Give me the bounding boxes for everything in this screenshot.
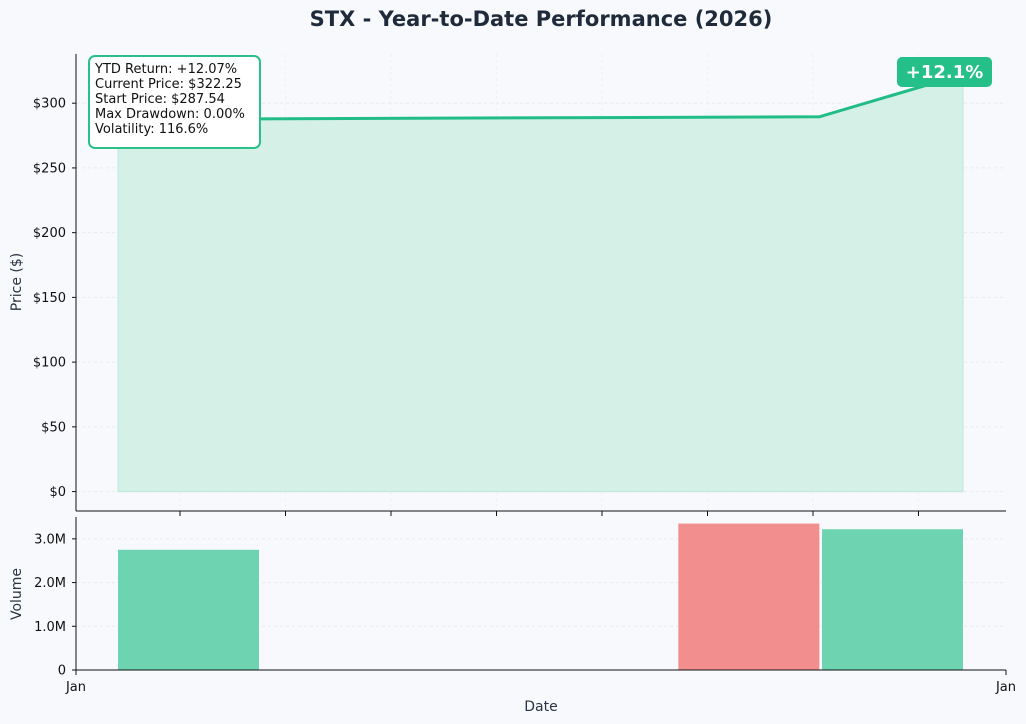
current-price-stat: Current Price: $322.25 bbox=[95, 77, 242, 92]
x-axis-label: Date bbox=[524, 699, 557, 715]
volume-y-tick-label: 0 bbox=[58, 664, 66, 679]
price-axis-label: Price ($) bbox=[9, 253, 25, 311]
return-badge: +12.1% bbox=[897, 57, 992, 87]
price-y-tick-label: $150 bbox=[33, 291, 66, 306]
price-line bbox=[117, 72, 964, 121]
start-price-stat: Start Price: $287.54 bbox=[95, 92, 225, 107]
volume-y-tick-label: 1.0M bbox=[34, 620, 66, 635]
x-tick-label: Jan bbox=[995, 680, 1016, 695]
volatility-stat: Volatility: 116.6% bbox=[95, 122, 209, 137]
price-axes bbox=[75, 54, 1006, 512]
price-y-tick-label: $100 bbox=[33, 356, 66, 371]
price-y-tick-label: $200 bbox=[33, 226, 66, 241]
chart-title: STX - Year-to-Date Performance (2026) bbox=[310, 7, 773, 31]
volume-bars bbox=[118, 523, 963, 670]
ytd-return-stat: YTD Return: +12.07% bbox=[95, 62, 238, 77]
volume-axis-label: Volume bbox=[9, 568, 25, 620]
stats-box: YTD Return: +12.07% Current Price: $322.… bbox=[88, 55, 261, 149]
price-ticks: $0 $50 $100 $150 $200 $250 $300 bbox=[33, 97, 919, 516]
volume-ticks: 0 1.0M 2.0M 3.0M Jan Jan bbox=[34, 532, 1016, 695]
volume-bar bbox=[822, 529, 963, 670]
price-y-tick-label: $0 bbox=[49, 485, 66, 500]
max-drawdown-stat: Max Drawdown: 0.00% bbox=[95, 107, 245, 122]
price-y-tick-label: $50 bbox=[41, 420, 66, 435]
price-y-tick-label: $300 bbox=[33, 97, 66, 112]
volume-bar bbox=[678, 523, 820, 670]
volume-y-tick-label: 2.0M bbox=[34, 576, 66, 591]
volume-y-tick-label: 3.0M bbox=[34, 532, 66, 547]
x-tick-label: Jan bbox=[65, 680, 86, 695]
price-y-tick-label: $250 bbox=[33, 161, 66, 176]
volume-axes bbox=[75, 517, 1006, 671]
volume-bar bbox=[118, 549, 259, 670]
